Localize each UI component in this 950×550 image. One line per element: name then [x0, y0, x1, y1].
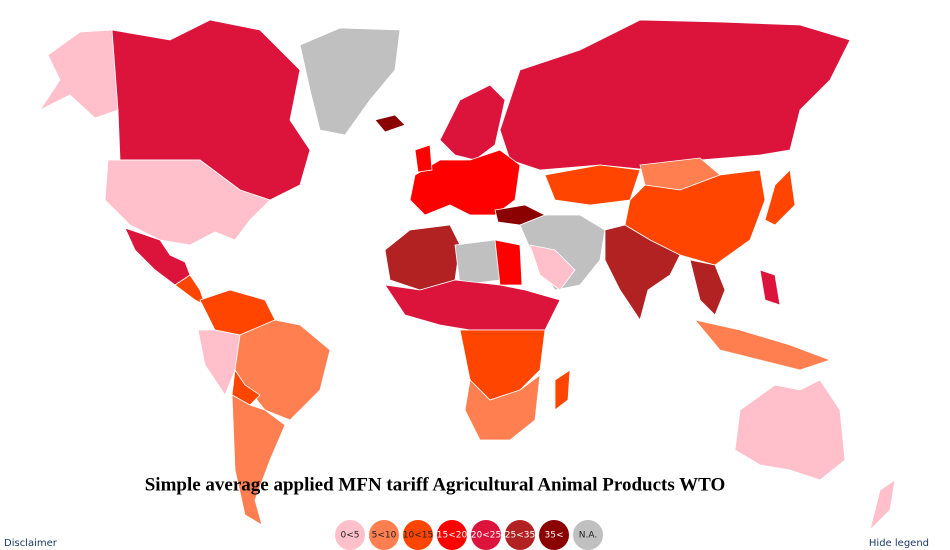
- new-zealand: [869, 479, 896, 532]
- japan: [764, 169, 796, 226]
- europe: [409, 149, 521, 216]
- world-map: [38, 19, 896, 532]
- madagascar: [554, 369, 571, 411]
- legend-swatch: [471, 520, 501, 550]
- legend-label: 35<: [545, 531, 564, 541]
- legend-label: 5<10: [372, 531, 397, 541]
- usa: [104, 159, 271, 246]
- legend-swatch: [573, 520, 603, 550]
- arabia: [529, 244, 576, 291]
- india: [604, 224, 681, 321]
- bolivia: [231, 368, 261, 406]
- australia: [734, 379, 846, 481]
- central-america: [174, 274, 206, 306]
- disclaimer-link[interactable]: Disclaimer: [4, 538, 58, 549]
- north-africa: [384, 224, 461, 291]
- iceland: [374, 114, 406, 133]
- legend-swatch: [539, 520, 569, 550]
- alaska: [38, 29, 119, 119]
- legend-label: 15<20: [437, 531, 468, 541]
- legend-label: N.A.: [579, 531, 597, 541]
- southeast-asia: [689, 259, 726, 316]
- hide-legend-link[interactable]: Hide legend: [869, 538, 929, 549]
- legend-label: 20<25: [471, 531, 501, 541]
- philippines: [759, 269, 781, 306]
- argentina-chile: [231, 394, 286, 526]
- egypt: [494, 239, 523, 286]
- legend-swatch: [403, 520, 433, 550]
- west-africa: [384, 279, 561, 331]
- libya: [454, 239, 501, 286]
- legend-swatch: [437, 520, 467, 550]
- kazakhstan: [544, 164, 641, 206]
- legend-swatch: [335, 520, 365, 550]
- southern-africa: [464, 374, 541, 441]
- indonesia: [693, 319, 832, 371]
- legend-swatch: [369, 520, 399, 550]
- scandinavia: [439, 84, 506, 161]
- legend: 0<5 5<10 10<15 15<20 20<25 25<35 35< N.A.: [335, 520, 603, 550]
- greenland: [299, 27, 401, 136]
- legend-label: 0<5: [341, 531, 360, 541]
- map-title: Simple average applied MFN tariff Agricu…: [145, 474, 726, 495]
- uk: [414, 144, 433, 173]
- legend-label: 10<15: [403, 531, 433, 541]
- legend-label: 25<35: [505, 531, 535, 541]
- legend-swatch: [505, 520, 535, 550]
- russia: [499, 19, 851, 171]
